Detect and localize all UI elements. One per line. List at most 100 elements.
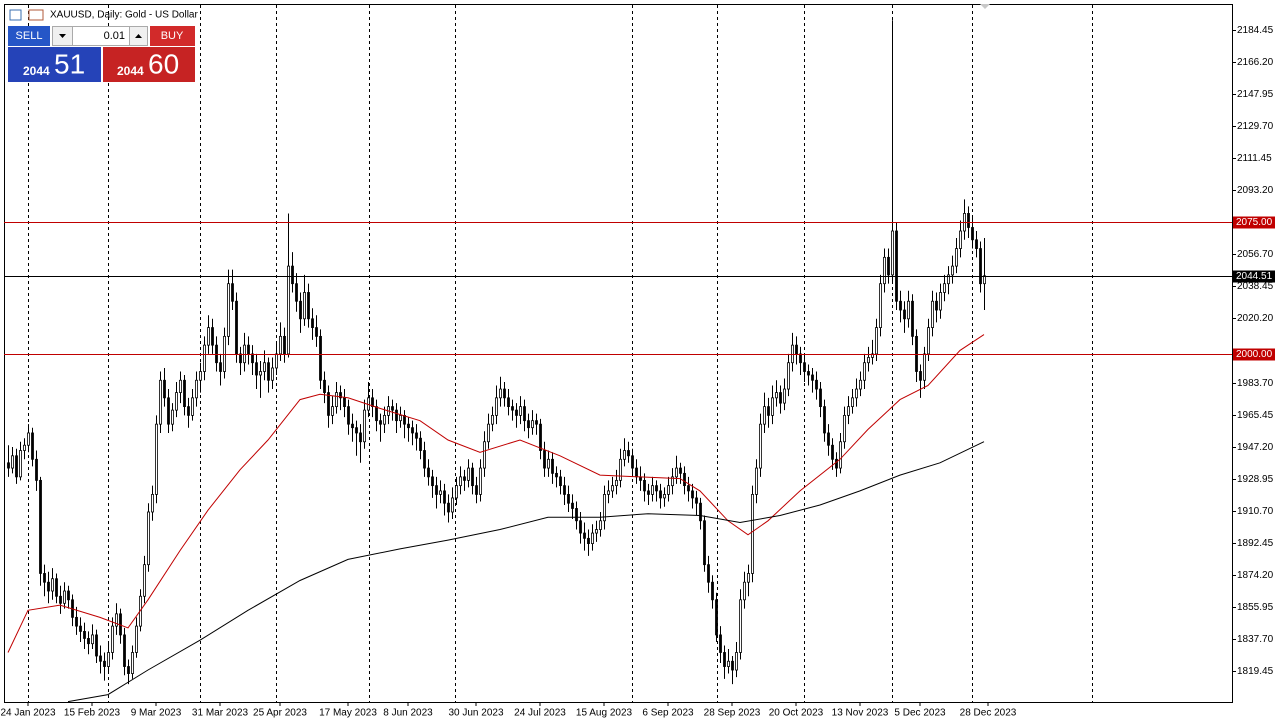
candle-body	[67, 590, 70, 601]
candle-body	[687, 485, 690, 492]
candle-body	[415, 432, 418, 439]
y-tick-label: 2038.45	[1237, 281, 1274, 292]
candle-body	[787, 362, 790, 390]
candle-body	[219, 362, 222, 372]
candle-body	[279, 335, 282, 355]
candle-body	[523, 406, 526, 422]
candle-body	[487, 423, 490, 443]
candle-body	[527, 420, 530, 429]
ask-box[interactable]	[103, 47, 195, 82]
candle-body	[631, 455, 634, 469]
candle-body	[755, 467, 758, 495]
candle-body	[583, 532, 586, 539]
candle-body	[115, 613, 118, 627]
candle-body	[175, 392, 178, 411]
candle-body	[911, 300, 914, 337]
buy-button[interactable]	[150, 26, 195, 46]
candle-body	[35, 458, 38, 481]
dropdown-arrow	[59, 34, 66, 38]
candle-body	[735, 652, 738, 671]
candle-body	[363, 409, 366, 443]
bid-box[interactable]	[8, 47, 101, 82]
candle-body	[891, 230, 894, 276]
y-tick-label: 1910.70	[1237, 506, 1274, 517]
candle-body	[827, 432, 830, 446]
candle-body	[471, 467, 474, 487]
price-level-label: 2000.00	[1236, 349, 1273, 360]
sell-label[interactable]: SELL	[16, 30, 43, 42]
candle-body	[871, 353, 874, 358]
plot	[4, 20, 1232, 703]
candle-body	[79, 625, 82, 632]
candle-body	[83, 631, 86, 639]
candle-body	[887, 256, 890, 276]
candle-body	[123, 634, 126, 667]
candle-body	[551, 458, 554, 474]
candle-body	[983, 275, 986, 285]
candle-body	[227, 283, 230, 337]
x-tick-label: 15 Aug 2023	[576, 708, 633, 719]
candle-body	[183, 379, 186, 408]
x-tick-label: 28 Dec 2023	[960, 708, 1017, 719]
candle-body	[327, 392, 330, 416]
candle-body	[399, 414, 402, 422]
x-tick-label: 24 Jul 2023	[514, 708, 566, 719]
candle-body	[819, 388, 822, 408]
candle-body	[843, 414, 846, 443]
candle-body	[615, 479, 618, 487]
candle-body	[255, 362, 258, 376]
x-tick-label: 20 Oct 2023	[769, 708, 824, 719]
candle-body	[463, 476, 466, 481]
candle-body	[263, 362, 266, 372]
candle-body	[283, 335, 286, 355]
candle-body	[403, 414, 406, 425]
candle-body	[15, 455, 18, 478]
candle-body	[563, 485, 566, 495]
candle-body	[783, 388, 786, 404]
candle-body	[599, 520, 602, 530]
candle-body	[667, 485, 670, 495]
candle-body	[715, 599, 718, 636]
y-tick-label: 1874.20	[1237, 570, 1274, 581]
candle-body	[659, 490, 662, 499]
candle-body	[795, 344, 798, 355]
candle-body	[75, 616, 78, 627]
candle-body	[47, 581, 50, 592]
candle-body	[95, 634, 98, 657]
candle-body	[427, 467, 430, 478]
candle-body	[411, 427, 414, 434]
candle-body	[595, 529, 598, 534]
candle-body	[695, 497, 698, 504]
y-tick-label: 2056.70	[1237, 249, 1274, 260]
candle-body	[91, 634, 94, 645]
x-tick-label: 31 Mar 2023	[192, 708, 249, 719]
candle-body	[935, 300, 938, 311]
candle-body	[131, 652, 134, 674]
sell-button[interactable]	[8, 26, 50, 46]
candle-body	[979, 248, 982, 285]
candle-body	[295, 283, 298, 302]
candle-body	[179, 379, 182, 393]
candle-body	[539, 423, 542, 451]
candle-body	[947, 274, 950, 285]
candle-body	[223, 335, 226, 372]
candle-body	[759, 423, 762, 469]
y-tick-label: 2111.45	[1237, 153, 1272, 164]
candle-body	[739, 599, 742, 653]
buy-label[interactable]: BUY	[161, 30, 184, 42]
candle-body	[159, 379, 162, 425]
candle-body	[55, 578, 58, 597]
candle-body	[791, 344, 794, 364]
candle-body	[259, 371, 262, 376]
candle-body	[903, 309, 906, 320]
candle-body	[383, 414, 386, 425]
candle-body	[31, 432, 34, 460]
candle-body	[323, 379, 326, 393]
candle-body	[859, 379, 862, 390]
x-tick-label: 13 Nov 2023	[832, 708, 889, 719]
candle-body	[835, 458, 838, 469]
candle-body	[931, 300, 934, 328]
candle-body	[567, 494, 570, 504]
symbol-icon	[28, 9, 44, 21]
candle-body	[591, 532, 594, 544]
